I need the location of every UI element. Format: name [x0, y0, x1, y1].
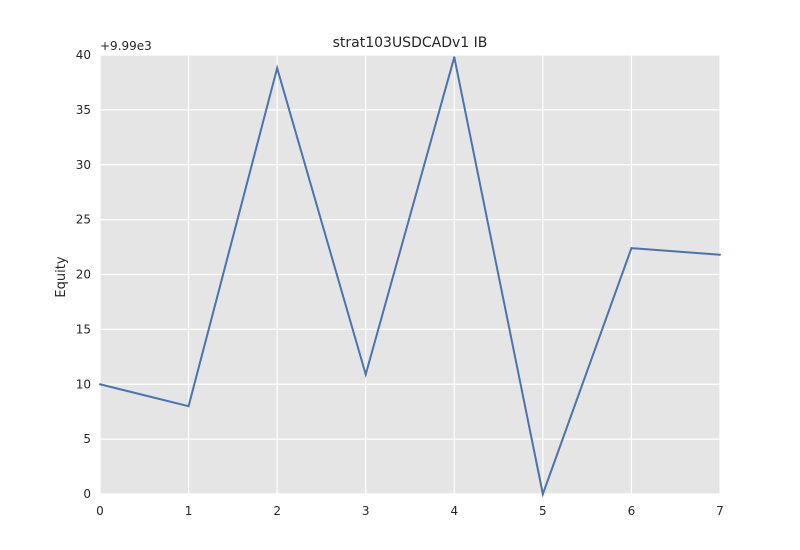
y-offset-label: +9.99e3: [100, 39, 152, 53]
y-tick-label: 15: [76, 322, 91, 336]
x-tick-label: 3: [362, 504, 370, 518]
data-point: [364, 373, 367, 376]
series-line: [99, 56, 721, 498]
x-tick-label: 1: [185, 504, 193, 518]
grid-lines: [99, 54, 721, 495]
y-tick-label: 5: [83, 432, 91, 446]
data-point: [541, 493, 544, 495]
data-point: [453, 56, 456, 59]
y-tick-label: 20: [76, 268, 91, 282]
x-tick-label: 5: [539, 504, 547, 518]
y-tick-label: 25: [76, 213, 91, 227]
x-tick-label: 7: [716, 504, 724, 518]
y-tick-label: 40: [76, 48, 91, 62]
data-point: [276, 67, 279, 70]
y-tick-label: 35: [76, 103, 91, 117]
x-tick-label: 4: [450, 504, 458, 518]
data-point: [630, 247, 633, 250]
x-tick-label: 6: [628, 504, 636, 518]
x-tick-label: 2: [273, 504, 281, 518]
y-tick-labels: 0 5 10 15 20 25 30 35 40: [76, 48, 91, 501]
x-tick-label: 0: [96, 504, 104, 518]
data-point: [187, 405, 190, 408]
chart-title: strat103USDCADv1 IB: [333, 35, 488, 51]
y-tick-label: 10: [76, 377, 91, 391]
y-axis-label: Equity: [54, 256, 69, 297]
series-layer: [99, 56, 721, 498]
y-tick-label: 0: [83, 487, 91, 501]
data-point: [99, 383, 101, 386]
y-tick-label: 30: [76, 158, 91, 172]
x-tick-labels: 0 1 2 3 4 5 6 7: [96, 504, 724, 518]
data-point: [719, 253, 721, 256]
